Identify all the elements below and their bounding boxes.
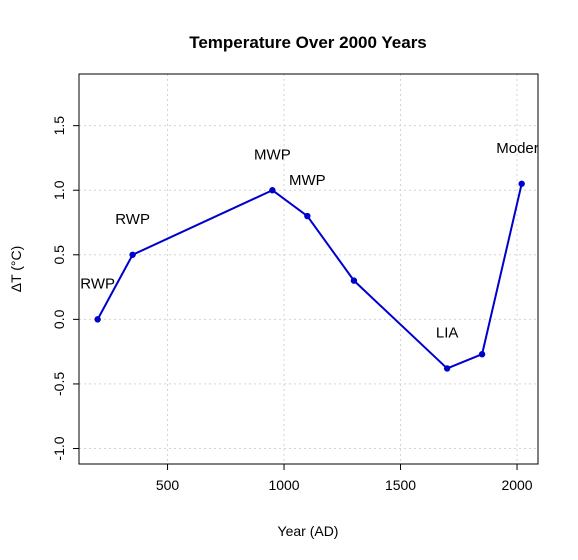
x-tick-label-0: 500 — [156, 477, 180, 493]
series-layer — [94, 180, 525, 372]
y-tick-label-2: 0.0 — [51, 309, 67, 329]
annotation-label-2: MWP — [254, 146, 291, 163]
data-point-4 — [350, 277, 358, 284]
data-point-2 — [269, 187, 276, 194]
data-point-7 — [518, 180, 525, 187]
annotation-label-0: RWP — [80, 275, 115, 292]
annotation-label-1: RWP — [115, 211, 150, 228]
data-point-1 — [129, 251, 136, 258]
x-tick-label-2: 1500 — [385, 477, 416, 493]
x-tick-label-1: 1000 — [268, 477, 299, 493]
y-tick-label-4: 1.0 — [51, 180, 67, 200]
data-point-0 — [94, 316, 101, 323]
data-point-5 — [443, 365, 451, 372]
y-tick-label-5: 1.5 — [51, 116, 67, 136]
y-tick-label-3: 0.5 — [51, 245, 67, 265]
grid — [79, 74, 538, 464]
x-tick-label-3: 2000 — [501, 477, 532, 493]
annotation-label-4: LIA — [436, 325, 459, 342]
series-line-0 — [96, 183, 523, 370]
chart-title: Temperature Over 2000 Years — [189, 33, 427, 52]
annotation-label-5: Modern — [496, 140, 547, 157]
plot-frame — [78, 73, 539, 465]
y-tick-label-0: -1.0 — [51, 436, 67, 460]
annotations: RWP RWP MWP MWP LIA Modern — [80, 140, 547, 342]
y-tick-label-1: -0.5 — [51, 372, 67, 396]
data-point-3 — [304, 212, 311, 220]
y-axis-label: ΔT (°C) — [8, 246, 24, 293]
axes: 500 1000 1500 2000 -1.0 -0.5 0.0 0.5 1.0 1.5 — [51, 116, 533, 493]
data-point-6 — [478, 351, 486, 358]
annotation-label-3: MWP — [289, 172, 326, 189]
x-axis-label: Year (AD) — [278, 523, 339, 539]
